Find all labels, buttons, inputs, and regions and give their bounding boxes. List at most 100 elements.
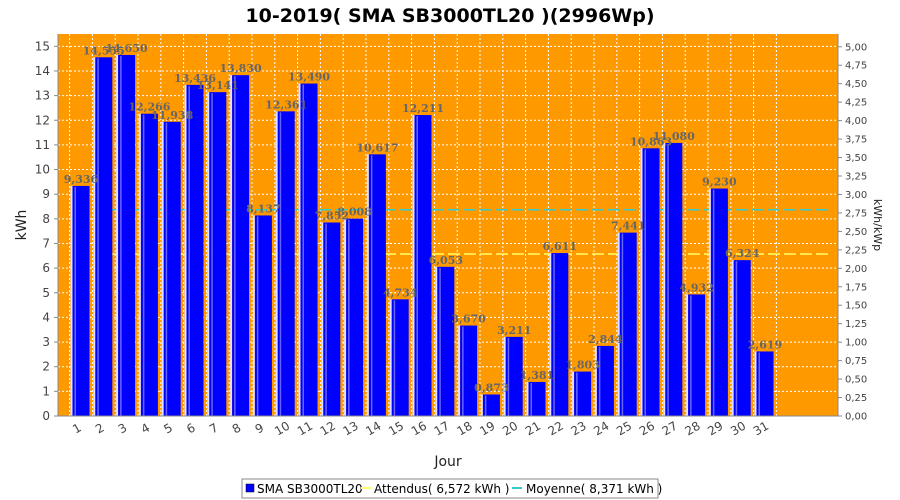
- y-tick-label: 13: [35, 89, 50, 103]
- bar: [526, 381, 529, 416]
- x-tick-label: 3: [116, 421, 130, 437]
- bar: [574, 371, 592, 416]
- y2-tick-label: 5,00: [845, 42, 867, 53]
- bar: [414, 115, 432, 417]
- bar: [617, 232, 620, 416]
- bar-highlight: [325, 223, 327, 416]
- bar: [596, 345, 614, 416]
- legend-label-series: SMA SB3000TL20: [257, 482, 363, 496]
- chart-title: 10-2019( SMA SB3000TL20 )(2996Wp): [245, 5, 654, 27]
- x-tick-label: 25: [614, 419, 634, 439]
- x-tick-label: 24: [591, 419, 611, 439]
- bar-highlight: [142, 114, 145, 416]
- y-tick-label: 2: [42, 360, 50, 374]
- x-tick-label: 18: [454, 419, 474, 439]
- bar: [323, 222, 341, 416]
- bar: [528, 381, 546, 416]
- data-label: 12,211: [402, 102, 444, 115]
- bar-series: [70, 54, 774, 417]
- data-label: 10,863: [630, 135, 672, 148]
- x-tick-label: 29: [705, 419, 725, 439]
- data-label: 9,230: [702, 176, 737, 189]
- data-label: 2,844: [588, 333, 623, 346]
- x-tick-label: 4: [139, 421, 153, 437]
- bar-highlight: [507, 337, 510, 416]
- legend-swatch-series: [245, 483, 255, 493]
- x-tick-label: 15: [386, 419, 406, 439]
- bar: [163, 121, 181, 416]
- bar: [140, 113, 158, 416]
- bar: [207, 92, 210, 416]
- x-tick-label: 26: [637, 419, 657, 439]
- y2-tick-label: 1,00: [845, 338, 867, 349]
- data-label: 12,266: [128, 101, 170, 114]
- y-tick-label: 10: [35, 163, 50, 177]
- bar-highlight: [348, 219, 350, 416]
- bar: [366, 154, 369, 416]
- x-tick-label: 8: [230, 421, 244, 437]
- bar: [254, 215, 272, 416]
- bar-highlight: [576, 372, 578, 416]
- x-tick-label: 9: [253, 421, 267, 437]
- y-tick-label: 7: [42, 236, 50, 250]
- bar-highlight: [621, 233, 624, 416]
- bar: [321, 222, 324, 416]
- bar: [116, 54, 119, 416]
- y-axis-label: kWh: [14, 210, 30, 241]
- bar: [619, 232, 637, 416]
- bar: [138, 113, 141, 416]
- data-label: 9,336: [64, 173, 99, 186]
- bar: [665, 142, 683, 416]
- data-label: 13,141: [197, 79, 239, 92]
- bar: [754, 351, 757, 416]
- bar: [389, 299, 392, 416]
- bar-highlight: [553, 254, 555, 416]
- bar: [209, 92, 227, 416]
- bar-highlight: [758, 352, 760, 416]
- bar: [482, 394, 500, 416]
- y-tick-label: 3: [42, 335, 50, 349]
- bar: [118, 54, 136, 416]
- bar-highlight: [211, 93, 213, 416]
- bar-highlight: [234, 76, 236, 417]
- y2-tick-label: 4,25: [845, 98, 867, 109]
- data-label: 13,830: [220, 62, 262, 75]
- bar: [277, 111, 295, 417]
- bar-highlight: [188, 85, 190, 416]
- bar: [298, 83, 301, 416]
- bar: [300, 83, 318, 416]
- data-label: 3,670: [451, 313, 486, 326]
- data-label: 4,932: [679, 281, 713, 294]
- bar: [688, 294, 706, 416]
- x-tick-label: 21: [523, 419, 543, 439]
- data-label: 6,053: [429, 254, 463, 267]
- bar-highlight: [667, 143, 669, 416]
- y-tick-label: 1: [42, 384, 50, 398]
- y2-axis-label: kWh/kWp: [871, 199, 884, 251]
- bar: [275, 111, 278, 417]
- x-tick-label: 12: [318, 419, 338, 439]
- data-label: 3,211: [497, 324, 531, 337]
- bar: [184, 84, 187, 416]
- bar-highlight: [416, 116, 418, 417]
- bar-highlight: [484, 395, 487, 416]
- y2-tick-label: 3,00: [845, 190, 867, 201]
- data-label: 7,441: [611, 220, 645, 233]
- data-label: 13,436: [174, 72, 216, 85]
- y2-tick-label: 0,25: [845, 393, 867, 404]
- bar: [368, 154, 386, 416]
- bar: [161, 121, 164, 416]
- data-label: 6,611: [543, 240, 577, 253]
- x-tick-label: 14: [363, 419, 383, 439]
- bar-highlight: [644, 149, 646, 417]
- x-tick-label: 23: [568, 419, 588, 439]
- bar-highlight: [165, 122, 168, 416]
- bar-highlight: [97, 58, 99, 417]
- x-tick-label: 17: [432, 419, 452, 439]
- y2-tick-label: 2,50: [845, 227, 867, 238]
- x-tick-label: 27: [660, 419, 680, 439]
- legend-label-moyenne: Moyenne( 8,371 kWh ): [526, 482, 662, 496]
